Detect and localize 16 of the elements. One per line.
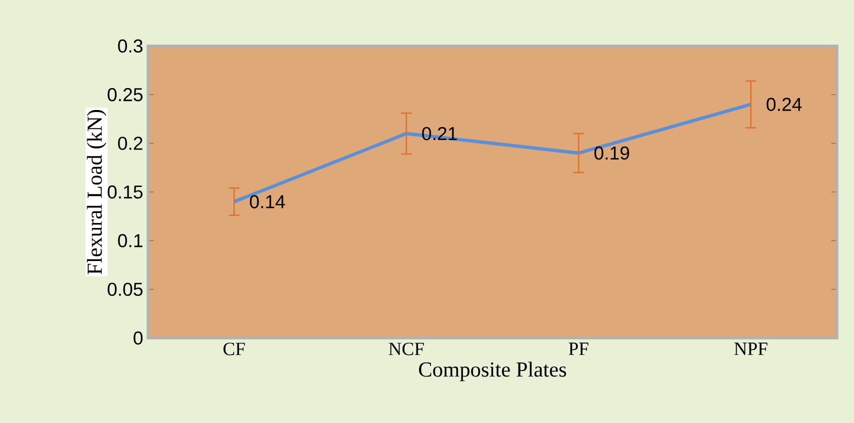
- y-tick-label: 0.25: [108, 88, 143, 102]
- y-tick-label: 0.05: [108, 282, 143, 296]
- data-label: 0.19: [594, 146, 630, 160]
- y-tick-label: 0.15: [108, 185, 143, 199]
- x-axis-title: Composite Plates: [419, 362, 566, 382]
- y-tick-label: 0.1: [118, 234, 142, 248]
- x-tick-label: NCF: [388, 342, 424, 356]
- x-tick-label: CF: [223, 342, 245, 356]
- y-tick-label: 0.2: [118, 136, 142, 150]
- x-tick-label: NPF: [734, 342, 768, 355]
- data-label: 0.24: [766, 98, 802, 112]
- y-axis-title: Flexural Load (kN): [86, 110, 106, 274]
- y-tick-label: 0.3: [118, 39, 142, 53]
- y-tick-label: 0: [134, 331, 143, 345]
- data-label: 0.14: [250, 195, 285, 208]
- x-tick-label: PF: [568, 342, 588, 355]
